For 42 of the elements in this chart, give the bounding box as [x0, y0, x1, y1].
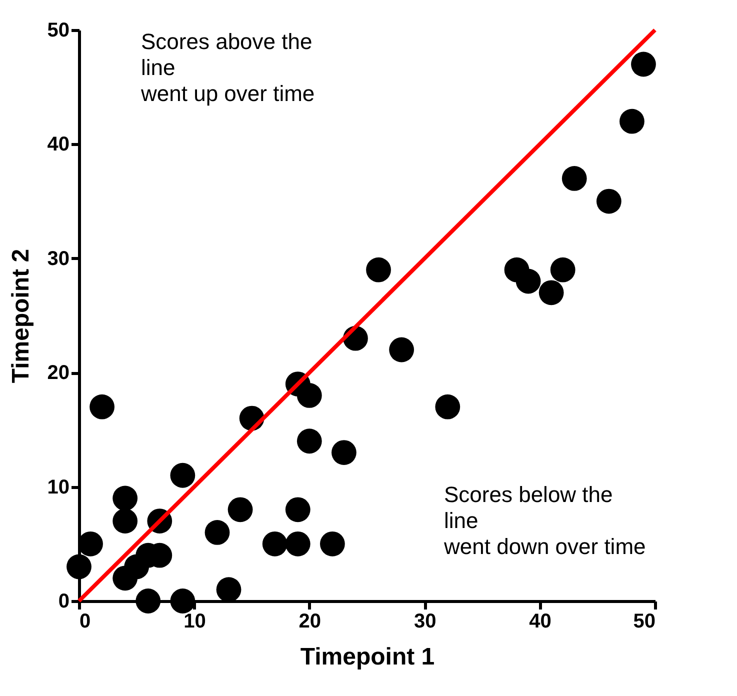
point [170, 462, 196, 488]
point [285, 497, 310, 522]
point [620, 108, 644, 134]
point [228, 497, 253, 522]
point [562, 166, 587, 191]
point [296, 428, 322, 454]
y-tick-label: 0 [58, 590, 70, 612]
y-tick-label: 30 [47, 248, 70, 270]
point [170, 588, 196, 614]
point [550, 257, 576, 282]
point [112, 486, 138, 511]
point [66, 554, 92, 580]
x-tick-label: 50 [633, 610, 656, 632]
point [435, 394, 460, 420]
x-tick-label: 30 [414, 610, 436, 632]
point [112, 508, 138, 534]
x-tick-label: 0 [80, 610, 91, 632]
y-axis-title: Timepoint 2 [7, 248, 34, 384]
point [596, 188, 622, 214]
point [136, 588, 161, 614]
y-tick-label: 50 [47, 20, 70, 42]
x-tick-label: 10 [184, 610, 206, 632]
point [262, 531, 288, 556]
x-tick-label: 20 [298, 610, 322, 632]
point [516, 268, 541, 294]
point [366, 257, 391, 282]
y-tick-label: 10 [47, 476, 70, 498]
x-axis-title: Timepoint 1 [300, 644, 435, 670]
x-tick-label: 40 [529, 610, 552, 632]
y-tick-label: 20 [47, 362, 70, 384]
annotation: Scores below the line went down over time [443, 482, 646, 559]
point [320, 531, 345, 556]
point [631, 52, 656, 77]
point [389, 337, 414, 362]
y-tick-label: 40 [47, 134, 70, 156]
point [90, 394, 114, 420]
point [332, 440, 356, 465]
point [285, 531, 310, 556]
point [204, 520, 230, 545]
point [538, 280, 564, 306]
point [296, 383, 322, 408]
annotation: Scores above the line went up over time [140, 29, 315, 106]
